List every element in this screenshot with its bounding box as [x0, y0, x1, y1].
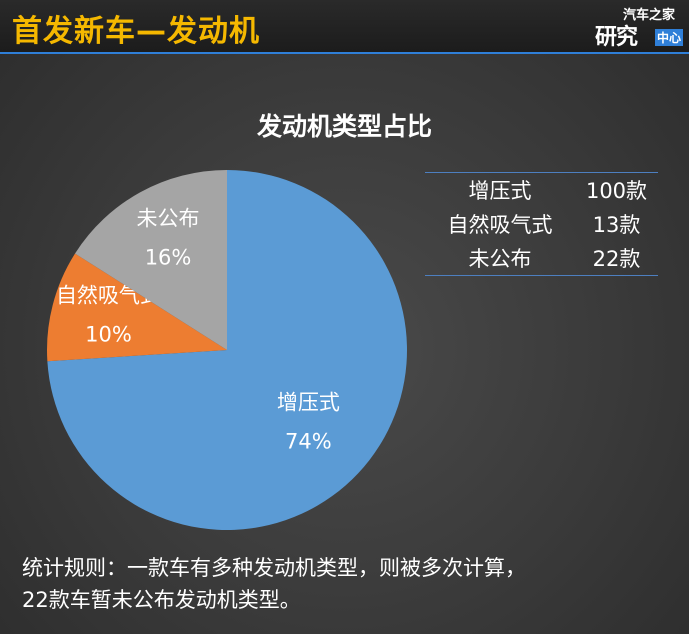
- page-title: 首发新车—发动机: [12, 14, 260, 49]
- header-bar: 首发新车—发动机 汽车之家 研究 中心: [0, 0, 689, 52]
- legend-name: 增压式: [468, 179, 532, 203]
- pie-slice-0: [47, 170, 408, 530]
- legend-name: 未公布: [468, 247, 532, 271]
- legend-name: 自然吸气式: [447, 213, 553, 237]
- pie-slice-2: [75, 170, 228, 350]
- legend-table: 增压式 100款 自然吸气式 13款 未公布 22款: [425, 172, 658, 276]
- slice-percent-1: 10%: [85, 323, 132, 347]
- slice-percent-2: 16%: [145, 246, 192, 270]
- legend-row-unknown: 未公布 22款: [425, 243, 658, 277]
- logo-sub-text: 中心: [654, 29, 683, 46]
- footnote: 统计规则：一款车有多种发动机类型，则被多次计算， 22款车暂未公布发动机类型。: [22, 552, 672, 616]
- slice-label-2: 未公布: [137, 207, 200, 231]
- legend-row-turbo: 增压式 100款: [425, 175, 658, 209]
- footnote-line-1: 统计规则：一款车有多种发动机类型，则被多次计算，: [22, 556, 526, 580]
- logo: 汽车之家 研究 中心: [593, 4, 683, 50]
- header-divider: [0, 52, 689, 54]
- legend-count: 100款: [585, 179, 648, 203]
- footnote-line-2: 22款车暂未公布发动机类型。: [22, 588, 301, 612]
- logo-main-text: 研究: [595, 25, 638, 50]
- legend-count: 22款: [592, 247, 641, 271]
- legend-top-rule: [425, 172, 658, 173]
- pie-slice-1: [47, 253, 228, 362]
- legend-bottom-rule: [425, 275, 658, 276]
- slice-percent-0: 74%: [285, 429, 332, 453]
- legend-count: 13款: [592, 213, 641, 237]
- chart-title: 发动机类型占比: [256, 112, 432, 141]
- logo-top-text: 汽车之家: [622, 8, 675, 23]
- legend-row-na: 自然吸气式 13款: [425, 209, 658, 243]
- slice-label-0: 增压式: [277, 390, 340, 414]
